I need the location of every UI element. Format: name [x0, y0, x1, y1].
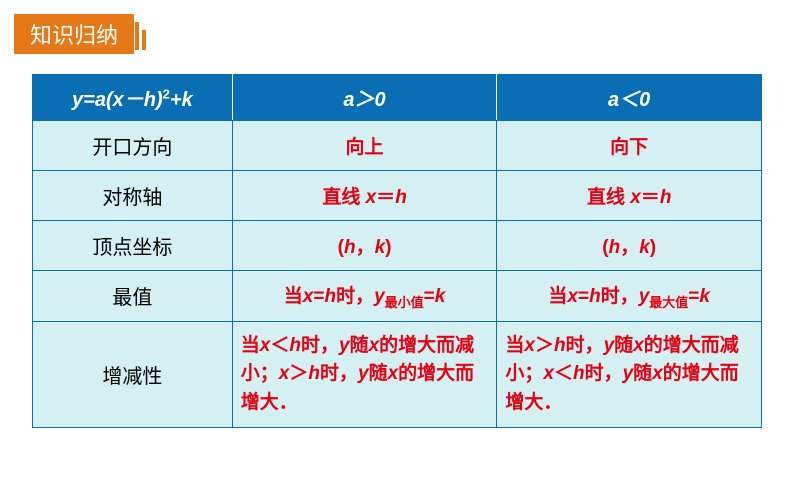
cell-value: 直线 x＝h: [232, 171, 497, 221]
cell-value: (h，k): [232, 221, 497, 271]
table-row: 顶点坐标 (h，k) (h，k): [33, 221, 762, 271]
table-row: 对称轴 直线 x＝h 直线 x＝h: [33, 171, 762, 221]
properties-table-container: y=a(x－h)2+k a＞0 a＜0 开口方向 向上 向下 对称轴 直线 x＝…: [32, 74, 762, 428]
cell-value: 当x=h时，y最大值=k: [497, 271, 762, 322]
table-row: 增减性 当x＜h时，y随x的增大而减小；x＞h时，y随x的增大而增大． 当x＞h…: [33, 321, 762, 428]
header-a-positive: a＞0: [232, 75, 497, 121]
table-header-row: y=a(x－h)2+k a＞0 a＜0: [33, 75, 762, 121]
section-title-tag: 知识归纳: [14, 14, 134, 54]
table-row: 开口方向 向上 向下: [33, 121, 762, 171]
row-label: 增减性: [33, 321, 233, 428]
header-formula: y=a(x－h)2+k: [33, 75, 233, 121]
section-title-text: 知识归纳: [30, 23, 118, 48]
cell-value: 当x＜h时，y随x的增大而减小；x＞h时，y随x的增大而增大．: [232, 321, 497, 428]
row-label: 最值: [33, 271, 233, 322]
quadratic-properties-table: y=a(x－h)2+k a＞0 a＜0 开口方向 向上 向下 对称轴 直线 x＝…: [32, 74, 762, 428]
cell-value: 当x=h时，y最小值=k: [232, 271, 497, 322]
cell-value: 向上: [232, 121, 497, 171]
row-label: 顶点坐标: [33, 221, 233, 271]
row-label: 对称轴: [33, 171, 233, 221]
table-row: 最值 当x=h时，y最小值=k 当x=h时，y最大值=k: [33, 271, 762, 322]
decorative-bars-icon: [128, 14, 146, 50]
header-a-negative: a＜0: [497, 75, 762, 121]
row-label: 开口方向: [33, 121, 233, 171]
cell-value: 当x＞h时，y随x的增大而减小；x＜h时，y随x的增大而增大．: [497, 321, 762, 428]
table-body: 开口方向 向上 向下 对称轴 直线 x＝h 直线 x＝h 顶点坐标 (h，k) …: [33, 121, 762, 428]
cell-value: 直线 x＝h: [497, 171, 762, 221]
cell-value: (h，k): [497, 221, 762, 271]
cell-value: 向下: [497, 121, 762, 171]
